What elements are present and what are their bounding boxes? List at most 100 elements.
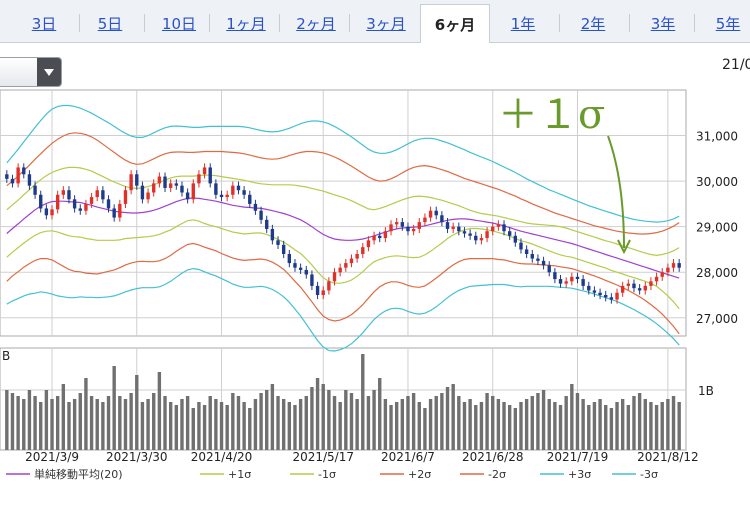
volume-bar: [5, 390, 9, 450]
candle-body: [129, 174, 133, 191]
candle-body: [259, 210, 263, 220]
x-tick-label: 2021/3/30: [106, 450, 168, 464]
volume-bar: [236, 396, 241, 450]
candle-body: [231, 185, 235, 195]
volume-bar: [349, 393, 354, 450]
volume-bar: [581, 399, 585, 450]
volume-bar: [10, 393, 15, 450]
volume-bar: [214, 399, 218, 450]
candle-body: [338, 267, 342, 273]
candle-body: [287, 254, 292, 264]
chart-type-dropdown[interactable]: [0, 57, 62, 87]
candle-body: [118, 203, 122, 218]
price-tick-label: 28,000: [696, 266, 738, 280]
candle-body: [33, 185, 37, 195]
candle-body: [564, 281, 568, 284]
volume-bar: [78, 393, 82, 450]
volume-bar: [394, 402, 399, 450]
volume-bar: [434, 396, 438, 450]
volume-bar: [575, 393, 580, 450]
candle-body: [507, 231, 512, 236]
tab-9[interactable]: 2年: [580, 14, 606, 33]
tab-1[interactable]: 3日: [31, 14, 57, 33]
volume-bar: [293, 405, 297, 450]
volume-bar: [22, 399, 26, 450]
candle-body: [468, 233, 472, 236]
tab-separator: [694, 14, 695, 32]
candle-body: [67, 190, 71, 200]
legend-label: -2σ: [488, 468, 506, 481]
candle-body: [547, 265, 551, 273]
volume-bar: [118, 396, 122, 450]
volume-bar: [298, 399, 303, 450]
tab-10[interactable]: 3年: [650, 14, 676, 33]
candle-body: [519, 242, 523, 250]
upper-2sigma-line: [6, 132, 680, 235]
volume-bar: [168, 402, 173, 450]
volume-bar: [355, 399, 359, 450]
tab-6[interactable]: 3ヶ月: [366, 14, 406, 33]
candle-body: [457, 226, 461, 232]
tab-4[interactable]: 1ヶ月: [226, 14, 266, 33]
volume-bar: [474, 405, 478, 450]
volume-bar: [524, 399, 529, 450]
candle-body: [400, 222, 405, 227]
tab-7[interactable]: 6ヶ月: [420, 4, 490, 43]
tab-11[interactable]: 5年: [715, 14, 741, 33]
volume-bar: [451, 384, 455, 450]
tab-8[interactable]: 1年: [510, 14, 536, 33]
x-tick-label: 2021/4/20: [191, 450, 253, 464]
volume-bar: [338, 402, 342, 450]
x-tick-label: 2021/6/28: [462, 450, 524, 464]
candle-body: [411, 228, 416, 232]
volume-bar: [366, 396, 371, 450]
volume-bar: [389, 405, 393, 450]
volume-bar: [587, 405, 591, 450]
candle-body: [349, 258, 354, 264]
volume-bar: [61, 384, 66, 450]
dropdown-button[interactable]: [37, 58, 61, 86]
candle-body: [253, 203, 258, 211]
volume-bar: [72, 399, 77, 450]
volume-bar: [112, 366, 116, 450]
candle-body: [479, 238, 484, 241]
volume-bar: [632, 396, 636, 450]
volume-bar: [265, 390, 269, 450]
volume-bar: [372, 390, 376, 450]
price-tick-label: 27,000: [696, 312, 738, 326]
candle-body: [558, 279, 563, 284]
volume-bar: [592, 402, 597, 450]
candle-body: [496, 224, 501, 227]
volume-bar: [507, 405, 512, 450]
candle-body: [677, 263, 681, 268]
candle-body: [620, 285, 625, 293]
volume-bar: [479, 402, 484, 450]
candle-body: [355, 254, 359, 259]
candle-body: [157, 176, 162, 184]
candle-body: [315, 285, 320, 295]
volume-bar: [541, 390, 546, 450]
candle-body: [298, 267, 303, 270]
volume-bar: [106, 396, 111, 450]
tab-2[interactable]: 5日: [97, 14, 123, 33]
candle-body: [592, 290, 597, 293]
volume-bar: [553, 402, 557, 450]
candle-body: [366, 240, 371, 248]
tab-3[interactable]: 10日: [161, 14, 197, 33]
candle-body: [168, 183, 173, 188]
volume-bar: [152, 393, 156, 450]
candle-body: [524, 249, 529, 254]
tab-5[interactable]: 2ヶ月: [296, 14, 336, 33]
candle-body: [55, 194, 60, 210]
volume-bar: [570, 384, 574, 450]
candle-body: [78, 208, 82, 211]
candle-body: [208, 167, 212, 184]
volume-bar: [140, 402, 145, 450]
volume-bar: [287, 402, 292, 450]
candle-body: [423, 217, 427, 223]
volume-bar: [253, 399, 258, 450]
candle-body: [276, 240, 280, 245]
candle-body: [152, 183, 156, 193]
candle-body: [406, 226, 410, 232]
volume-bar: [202, 405, 207, 450]
